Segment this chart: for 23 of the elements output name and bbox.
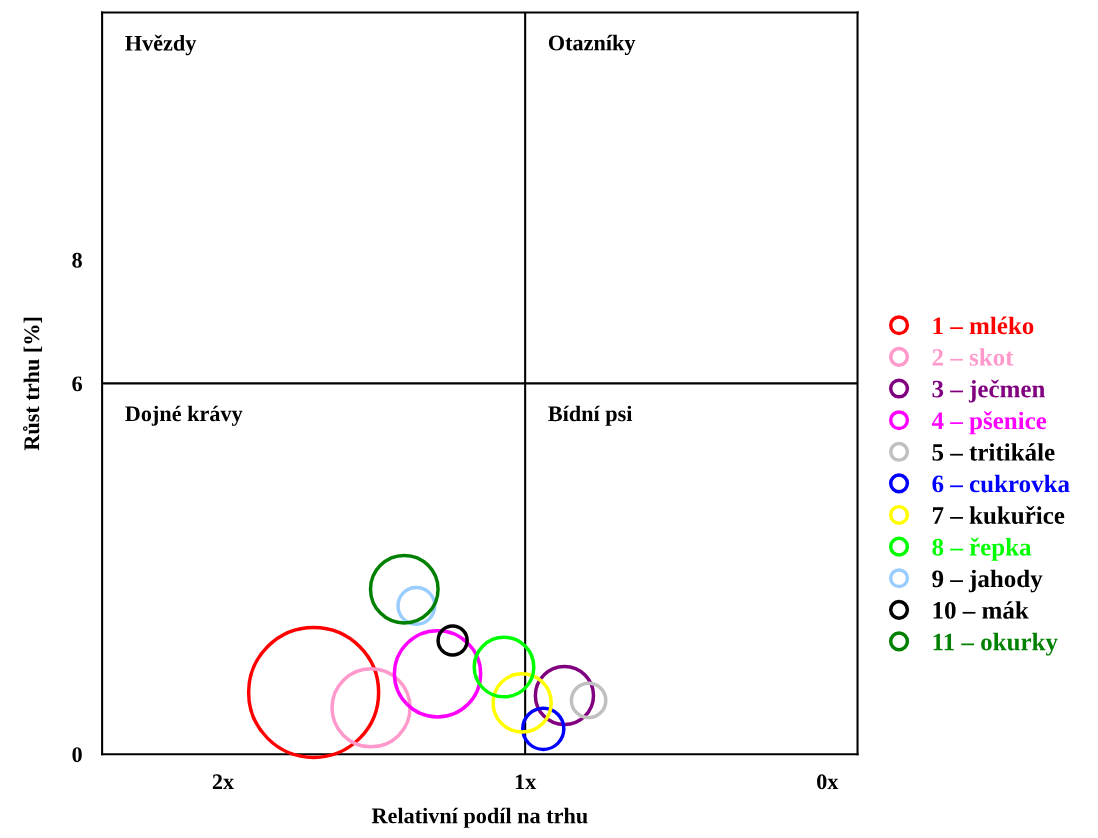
legend-label: 4 – pšenice — [931, 411, 1047, 435]
annotation: Bídní psi — [548, 405, 633, 426]
annotation: Hvězdy — [125, 34, 197, 56]
y-tick-label: 0 — [72, 747, 82, 763]
x-tick-label: 2x — [212, 774, 234, 790]
annotation: Otazníky — [548, 34, 636, 56]
legend-label: 10 – mák — [933, 601, 1029, 619]
legend-label: 7 – kukuřice — [932, 506, 1065, 524]
legend-label: 6 – cukrovka — [932, 474, 1070, 493]
y-tick-label: 8 — [72, 252, 82, 268]
legend-label: 9 – jahody — [932, 569, 1043, 593]
y-axis-title: Růst trhu [%] — [22, 317, 43, 451]
x-tick-label: 0x — [817, 774, 839, 790]
legend-label: 2 – skot — [932, 348, 1014, 366]
legend-label: 5 – tritikále — [932, 443, 1055, 461]
legend-label: 11 – okurky — [933, 632, 1058, 656]
y-tick-label: 6 — [72, 376, 83, 392]
legend-label: 3 – ječmen — [932, 379, 1046, 403]
x-axis-title: Relativní podíl na trhu — [371, 807, 588, 828]
x-tick-label: 1x — [515, 774, 537, 790]
legend-label: 8 – řepka — [932, 537, 1032, 561]
legend-label: 1 – mléko — [933, 316, 1034, 335]
annotation: Dojné krávy — [125, 405, 243, 426]
